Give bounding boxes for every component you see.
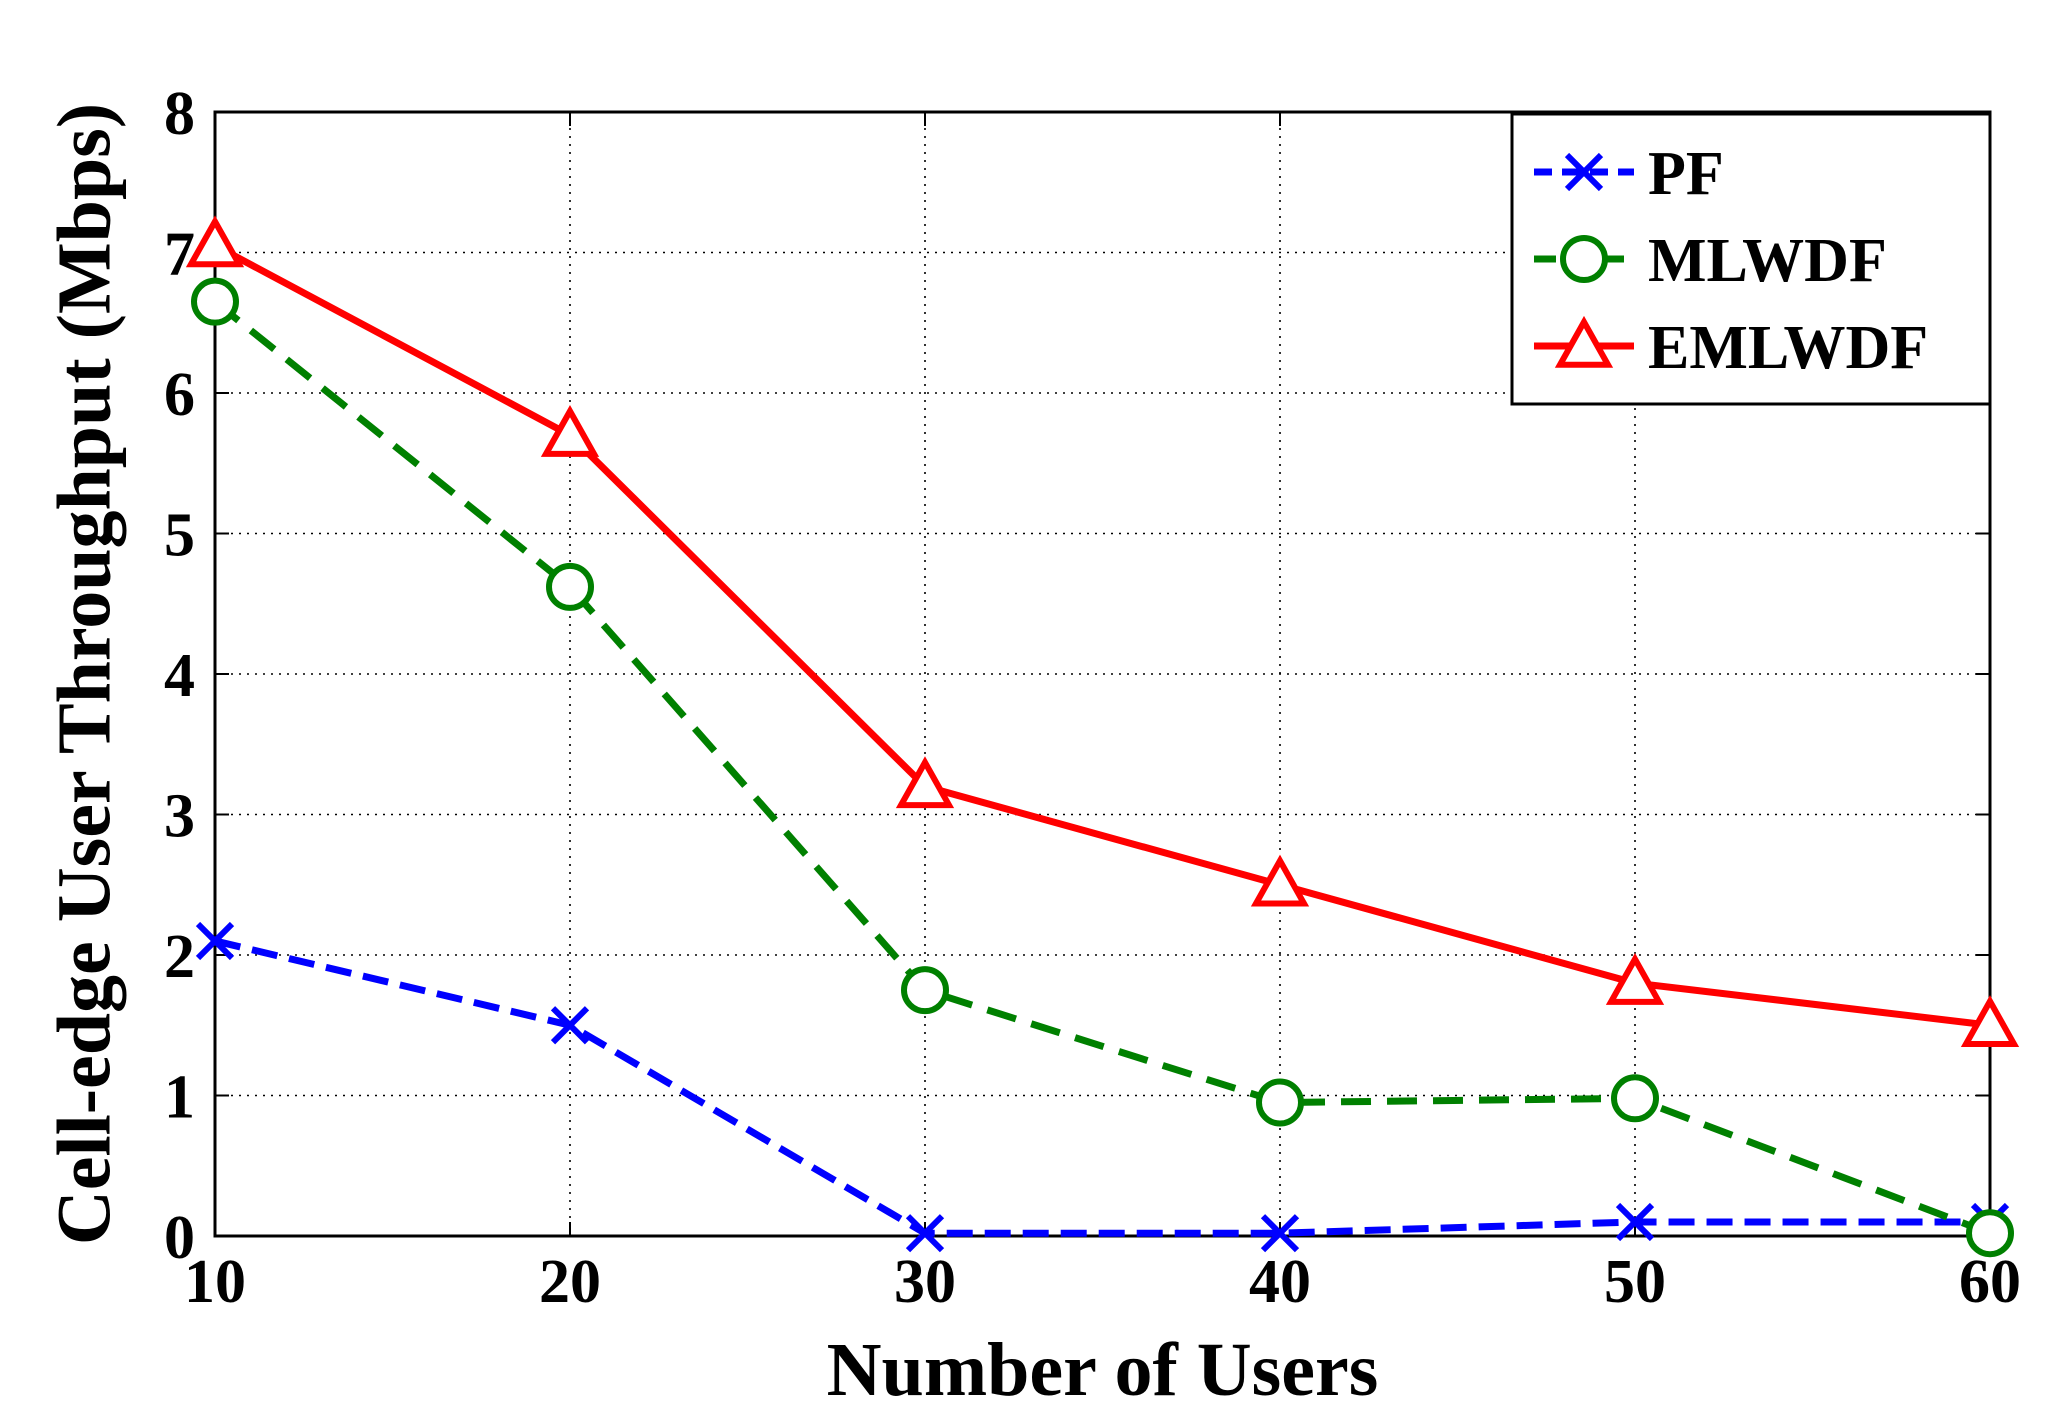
x-tick-label: 20 bbox=[539, 1248, 601, 1316]
y-axis-label: Cell-edge User Throughput (Mbps) bbox=[42, 103, 126, 1245]
data-point-mlwdf bbox=[1966, 1209, 2014, 1258]
series-group bbox=[185, 215, 2020, 1258]
data-point-pf bbox=[1260, 1214, 1300, 1253]
y-tick-label: 1 bbox=[164, 1064, 195, 1132]
x-axis-label: Number of Users bbox=[827, 1328, 1379, 1412]
x-tick-label: 30 bbox=[894, 1248, 956, 1316]
data-point-mlwdf bbox=[546, 562, 594, 611]
series-line-emlwdf bbox=[213, 242, 1991, 1029]
data-point-emlwdf bbox=[1250, 854, 1310, 907]
data-point-emlwdf bbox=[185, 215, 245, 268]
y-tick-label: 0 bbox=[164, 1204, 195, 1272]
x-axis: 10 20 30 40 50 60 bbox=[184, 112, 2021, 1316]
data-point-pf bbox=[1615, 1202, 1655, 1242]
series-line-mlwdf bbox=[212, 298, 1992, 1237]
legend: PF MLWDF EMLWDF bbox=[1510, 112, 1992, 406]
series-emlwdf bbox=[185, 215, 2020, 1047]
y-tick-label: 7 bbox=[164, 221, 195, 289]
data-point-emlwdf bbox=[1960, 995, 2020, 1047]
data-point-emlwdf bbox=[895, 756, 955, 809]
data-point-mlwdf bbox=[1256, 1078, 1304, 1127]
legend-marker-pf bbox=[1564, 152, 1604, 192]
data-point-pf bbox=[550, 1006, 590, 1045]
legend-label-mlwdf: MLWDF bbox=[1648, 227, 1887, 295]
y-tick-label: 2 bbox=[164, 923, 195, 991]
marker-stroke bbox=[1615, 1202, 1655, 1242]
y-tick-label: 5 bbox=[164, 502, 195, 570]
y-tick-label: 6 bbox=[164, 361, 195, 429]
data-point-emlwdf bbox=[540, 405, 600, 457]
series-mlwdf bbox=[191, 277, 2014, 1258]
data-point-pf bbox=[195, 921, 235, 961]
legend-marker-mlwdf bbox=[1560, 235, 1608, 283]
marker-stroke bbox=[905, 1214, 945, 1253]
data-point-mlwdf bbox=[1611, 1074, 1659, 1123]
legend-item-emlwdf: EMLWDF bbox=[1534, 314, 1928, 382]
legend-marker-emlwdf bbox=[1554, 315, 1614, 368]
data-point-mlwdf bbox=[901, 966, 949, 1015]
x-tick-label: 50 bbox=[1604, 1248, 1666, 1316]
data-point-mlwdf bbox=[191, 277, 239, 326]
legend-label-pf: PF bbox=[1648, 140, 1724, 208]
x-tick-label: 60 bbox=[1959, 1248, 2021, 1316]
legend-item-mlwdf: MLWDF bbox=[1534, 227, 1887, 295]
grid bbox=[215, 112, 1990, 1236]
y-axis: 0 1 2 3 4 5 6 7 8 bbox=[164, 80, 1990, 1272]
legend-item-pf: PF bbox=[1534, 140, 1724, 208]
y-tick-label: 4 bbox=[164, 642, 195, 710]
legend-label-emlwdf: EMLWDF bbox=[1648, 314, 1928, 382]
y-tick-label: 8 bbox=[164, 80, 195, 148]
marker-stroke bbox=[195, 921, 235, 961]
series-pf bbox=[195, 921, 2010, 1253]
data-point-emlwdf bbox=[1605, 952, 1665, 1005]
marker-stroke bbox=[1260, 1214, 1300, 1253]
x-tick-label: 10 bbox=[184, 1248, 246, 1316]
marker-stroke bbox=[550, 1006, 590, 1045]
marker-stroke bbox=[1564, 152, 1604, 192]
series-line-pf bbox=[214, 937, 1990, 1237]
data-point-pf bbox=[905, 1214, 945, 1253]
y-tick-label: 3 bbox=[164, 783, 195, 851]
x-tick-label: 40 bbox=[1249, 1248, 1311, 1316]
